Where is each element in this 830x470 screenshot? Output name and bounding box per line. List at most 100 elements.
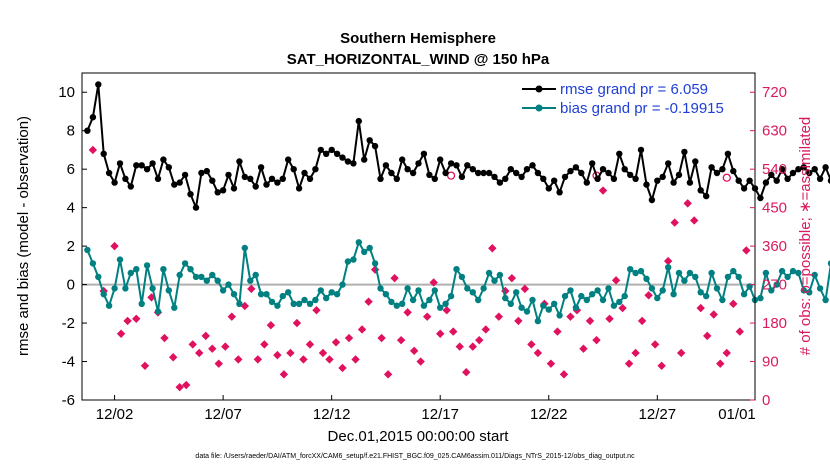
obs-assimilated-point (514, 316, 523, 326)
bias-point (89, 260, 97, 267)
obs-assimilated-point (449, 327, 458, 336)
rmse-point (534, 169, 542, 177)
rmse-point (632, 175, 639, 182)
obs-assimilated-point (624, 359, 634, 368)
rmse-point (192, 204, 200, 211)
rmse-point (697, 187, 704, 194)
bias-point (230, 291, 238, 298)
rmse-point (469, 166, 476, 173)
obs-assimilated-point (709, 310, 718, 319)
rmse-point (605, 169, 612, 177)
rmse-point (724, 150, 732, 157)
bias-point (219, 287, 227, 294)
bias-point (551, 300, 558, 307)
obs-assimilated-point (214, 359, 223, 368)
rmse-point (89, 114, 97, 121)
bias-point (149, 285, 156, 292)
rmse-point (301, 169, 308, 177)
bias-point (556, 312, 563, 319)
rmse-point (708, 164, 715, 171)
rmse-point (681, 148, 688, 156)
rmse-point (198, 169, 205, 177)
rmse-point (236, 158, 243, 165)
bias-point (426, 296, 433, 304)
rmse-point (274, 179, 281, 186)
bias-point (713, 285, 721, 292)
bias-point (236, 300, 243, 307)
bias-point (567, 287, 574, 294)
rmse-point (143, 166, 151, 173)
bias-point (453, 266, 460, 273)
rmse-point (453, 162, 460, 169)
bias-point (540, 302, 547, 309)
y-tick-label: 0 (67, 277, 75, 294)
obs-assimilated-point (462, 368, 471, 377)
rmse-point (312, 166, 319, 173)
bias-point (393, 302, 400, 309)
bias-point (279, 292, 286, 300)
obs-assimilated-point (722, 348, 731, 358)
chart-title-line-2: SAT_HORIZONTAL_WIND @ 150 hPa (287, 51, 550, 68)
rmse-point (675, 171, 683, 179)
bias-point (681, 277, 688, 284)
rmse-point (252, 183, 259, 190)
bias-point (203, 277, 210, 284)
rmse-point (627, 171, 634, 179)
obs-assimilated-point (168, 353, 178, 362)
bias-point (371, 260, 379, 267)
bias-point (361, 248, 368, 256)
rmse-point (350, 160, 357, 167)
rmse-point (393, 175, 400, 182)
bias-point (464, 285, 471, 292)
bias-point (735, 273, 742, 281)
rmse-point (616, 150, 623, 157)
bias-point (420, 302, 428, 309)
bias-point (697, 289, 704, 296)
rmse-point (621, 166, 628, 173)
rmse-point (502, 175, 509, 182)
rmse-point (665, 160, 672, 167)
obs-assimilated-point (533, 348, 543, 358)
rmse-point (219, 187, 227, 194)
rmse-point (762, 179, 770, 186)
rmse-point (822, 164, 829, 171)
rmse-point (730, 167, 737, 175)
rmse-point (176, 179, 183, 186)
x-tick-label: 12/07 (204, 406, 242, 423)
obs-assimilated-point (527, 340, 536, 349)
obs-assimilated-point (110, 241, 119, 251)
legend-rmse-label: rmse grand pr = 6.059 (560, 81, 708, 98)
rmse-point (133, 162, 140, 169)
rmse-point (507, 166, 514, 173)
bias-point (703, 292, 710, 300)
obs-assimilated-point (429, 278, 438, 287)
obs-assimilated-point (631, 348, 640, 358)
obs-assimilated-point (735, 327, 745, 336)
rmse-point (225, 171, 232, 179)
obs-assimilated-point (279, 370, 289, 379)
bias-point (730, 267, 737, 275)
obs-assimilated-point (377, 333, 386, 343)
bias-point (491, 277, 498, 284)
rmse-point (355, 117, 362, 125)
obs-assimilated-point (390, 273, 399, 283)
rmse-point (654, 177, 661, 184)
bias-point (252, 271, 259, 279)
bias-point (778, 267, 786, 275)
bias-point (447, 292, 455, 300)
axis-ticks: -6 -4 -2 0 2 4 6 8 10 0 90 180 270 360 450 540 630 720 12/… (58, 84, 787, 423)
bias-point (523, 308, 531, 315)
rmse-point (778, 166, 786, 173)
bias-point (192, 273, 200, 281)
obs-assimilated-point (559, 370, 569, 379)
bias-point (95, 273, 102, 281)
rmse-point (388, 169, 395, 177)
bias-point (328, 289, 335, 296)
obs-assimilated-point (650, 340, 660, 349)
bias-point (290, 300, 297, 307)
bias-point (643, 275, 650, 282)
obs-assimilated-point (318, 348, 328, 358)
obs-assimilated-point (507, 273, 517, 283)
bias-point (388, 298, 395, 306)
bias-point (822, 296, 829, 304)
